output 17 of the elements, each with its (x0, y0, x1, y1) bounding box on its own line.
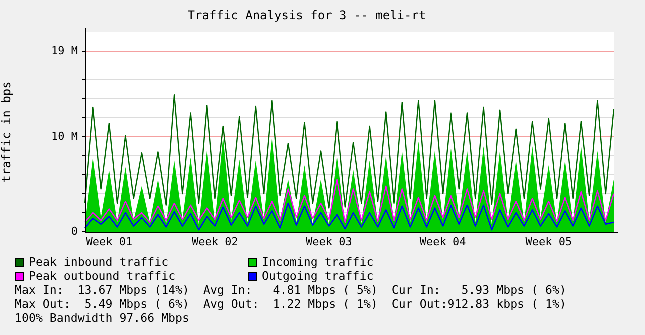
text: 100% Bandwidth 97.66 Mbps (15, 311, 191, 325)
y-axis-title: traffic in bps (0, 82, 14, 183)
chart-title: Traffic Analysis for 3 -- meli-rt (188, 8, 426, 22)
y-tick-label: 10 M (52, 130, 78, 143)
legend-label: Incoming traffic (262, 255, 374, 269)
x-tick-label: Week 05 (526, 235, 572, 248)
x-tick-label: Week 04 (420, 235, 467, 248)
text: Max In: 13.67 Mbps (14%) Avg In: 4.81 Mbps ( 5%) Cur In: 5.93 Mbps ( 6%) (15, 283, 566, 297)
y-tick-label: 19 M (52, 44, 78, 58)
x-tick-label: Week 02 (192, 235, 238, 248)
y-tick-label: 0 (71, 224, 78, 238)
legend-label: Peak outbound traffic (29, 269, 176, 283)
x-tick-label: Week 03 (306, 235, 352, 248)
text: Max Out: 5.49 Mbps ( 6%) Avg Out: 1.22 Mbps ( 1%) Cur Out:912.83 kbps ( 1%) (15, 297, 566, 311)
x-tick-label: Week 01 (86, 235, 133, 248)
legend-label: Outgoing traffic (262, 269, 374, 283)
legend-label: Peak inbound traffic (29, 255, 169, 269)
